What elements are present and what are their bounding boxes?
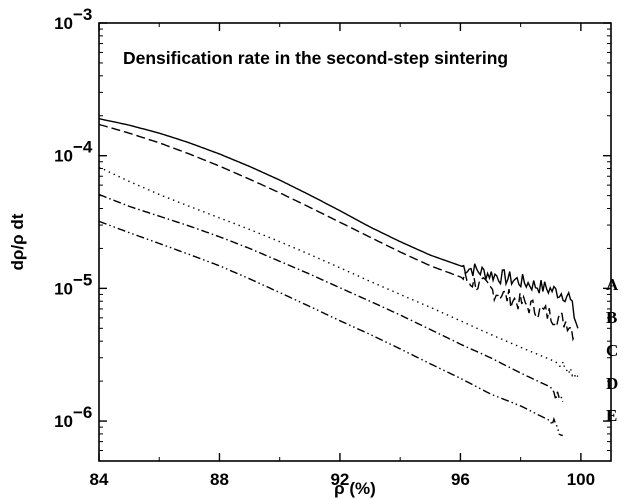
- major-ticks: [98, 22, 611, 461]
- y-tick-exponent: −6: [73, 403, 92, 422]
- y-tick-label: 10: [54, 412, 73, 431]
- x-tick-label: 88: [210, 470, 229, 489]
- x-tick-labels: 84 88 92 96 100: [90, 470, 596, 489]
- x-tick-label: 96: [451, 470, 470, 489]
- series-label-E: E: [606, 406, 617, 425]
- series-line-D: [98, 193, 564, 402]
- y-tick-exponent: −3: [73, 5, 92, 24]
- series-line-A: [98, 118, 579, 329]
- series-label-B: B: [606, 308, 617, 327]
- x-tick-label: 100: [567, 470, 595, 489]
- series-label-A: A: [606, 275, 619, 294]
- chart-title: Densification rate in the second-step si…: [123, 48, 508, 68]
- x-tick-label: 84: [90, 470, 109, 489]
- plot-lines: [98, 118, 579, 437]
- series-label-D: D: [606, 374, 618, 393]
- series-line-C: [98, 166, 579, 380]
- minor-ticks: [99, 23, 611, 462]
- y-tick-label: 10: [54, 279, 73, 298]
- x-axis-title: ρ (%): [334, 479, 376, 498]
- series-label-C: C: [606, 341, 618, 360]
- y-tick-label: 10: [54, 147, 73, 166]
- series-line-B: [98, 123, 576, 342]
- y-tick-exponent: −5: [73, 270, 92, 289]
- y-tick-labels: 10−310−410−510−6: [54, 5, 93, 431]
- y-tick-label: 10: [54, 14, 73, 33]
- series-line-E: [98, 220, 563, 437]
- plot-frame: [98, 22, 612, 462]
- y-tick-exponent: −4: [73, 138, 93, 157]
- y-axis-title: dρ/ρ dt: [8, 213, 27, 270]
- x-tick-label: 92: [330, 470, 349, 489]
